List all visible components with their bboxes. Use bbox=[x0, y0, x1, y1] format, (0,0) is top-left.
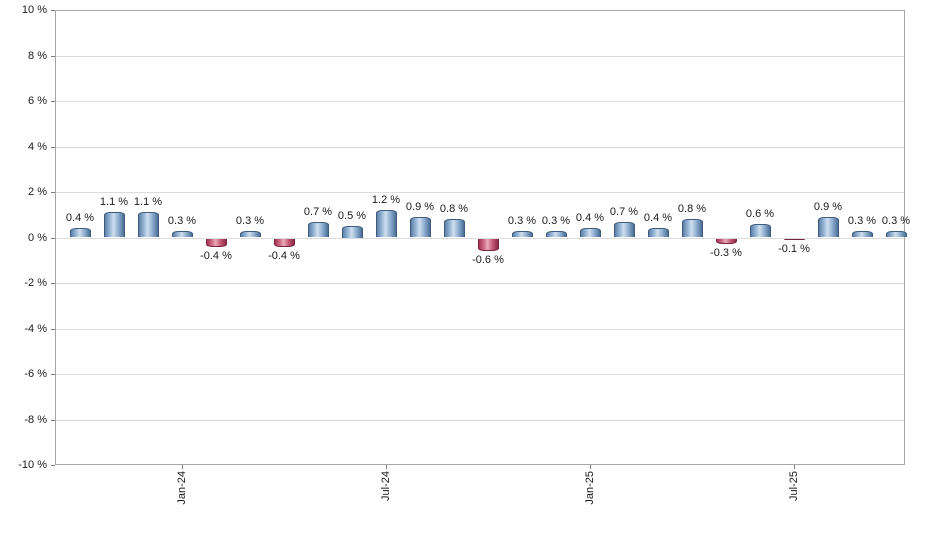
bar-value-label: 0.3 % bbox=[541, 214, 571, 227]
bar-value-label: 0.7 % bbox=[609, 205, 639, 218]
x-axis-tick bbox=[386, 465, 387, 469]
bar bbox=[205, 238, 227, 247]
bar-value-label: -0.4 % bbox=[200, 249, 232, 262]
bar bbox=[375, 210, 397, 238]
y-axis-label: -6 % bbox=[24, 368, 47, 380]
y-gridline bbox=[56, 192, 904, 193]
y-gridline bbox=[56, 420, 904, 421]
y-axis-tick bbox=[51, 56, 55, 57]
bar bbox=[103, 212, 125, 238]
y-gridline bbox=[56, 329, 904, 330]
y-gridline bbox=[56, 101, 904, 102]
bar bbox=[613, 221, 635, 238]
bar-value-label: 0.8 % bbox=[677, 203, 707, 216]
y-axis-tick bbox=[51, 101, 55, 102]
y-axis-label: 0 % bbox=[28, 232, 47, 244]
y-axis-tick bbox=[51, 238, 55, 239]
bar-value-label: 0.9 % bbox=[405, 201, 435, 214]
bar bbox=[715, 238, 737, 245]
y-axis-label: 2 % bbox=[28, 186, 47, 198]
y-gridline bbox=[56, 374, 904, 375]
bar-value-label: 0.3 % bbox=[847, 214, 877, 227]
bar-value-label: 0.3 % bbox=[167, 214, 197, 227]
y-axis-tick bbox=[51, 283, 55, 284]
y-gridline bbox=[56, 56, 904, 57]
bar-value-label: 0.8 % bbox=[439, 203, 469, 216]
bar bbox=[409, 217, 431, 238]
bar bbox=[851, 230, 873, 238]
bar bbox=[681, 219, 703, 238]
bar bbox=[545, 230, 567, 238]
bar bbox=[341, 226, 363, 238]
bar bbox=[817, 217, 839, 238]
y-axis-label: -2 % bbox=[24, 277, 47, 289]
y-axis-tick bbox=[51, 465, 55, 466]
y-axis-label: 6 % bbox=[28, 95, 47, 107]
x-axis-label: Jan-25 bbox=[584, 471, 596, 505]
bar bbox=[273, 238, 295, 247]
bar-value-label: 0.4 % bbox=[643, 212, 673, 225]
bar-value-label: 0.4 % bbox=[575, 212, 605, 225]
bar bbox=[885, 230, 907, 238]
y-axis-tick bbox=[51, 420, 55, 421]
bar-value-label: 0.3 % bbox=[235, 214, 265, 227]
bar-value-label: 1.1 % bbox=[99, 196, 129, 209]
bar-value-label: -0.3 % bbox=[710, 247, 742, 260]
bar-value-label: 0.5 % bbox=[337, 210, 367, 223]
x-axis-label: Jan-24 bbox=[176, 471, 188, 505]
bar bbox=[647, 228, 669, 238]
y-axis-tick bbox=[51, 10, 55, 11]
x-axis-tick bbox=[794, 465, 795, 469]
x-axis-label: Jul-25 bbox=[788, 471, 800, 501]
y-axis-label: -10 % bbox=[18, 459, 47, 471]
y-gridline bbox=[56, 147, 904, 148]
bar-value-label: 1.1 % bbox=[133, 196, 163, 209]
y-axis-label: 4 % bbox=[28, 141, 47, 153]
y-axis-label: -4 % bbox=[24, 323, 47, 335]
bar-value-label: -0.4 % bbox=[268, 249, 300, 262]
bar-value-label: 1.2 % bbox=[371, 194, 401, 207]
plot-area bbox=[55, 10, 905, 465]
bar bbox=[69, 228, 91, 238]
bar bbox=[783, 238, 805, 240]
bar-value-label: 0.9 % bbox=[813, 201, 843, 214]
bar bbox=[239, 230, 261, 238]
bar bbox=[477, 238, 499, 252]
y-gridline bbox=[56, 283, 904, 284]
y-axis-tick bbox=[51, 329, 55, 330]
x-axis-label: Jul-24 bbox=[380, 471, 392, 501]
y-axis-label: 10 % bbox=[21, 4, 47, 16]
bar-value-label: 0.7 % bbox=[303, 205, 333, 218]
y-axis-tick bbox=[51, 374, 55, 375]
bar bbox=[137, 212, 159, 238]
y-axis-label: -8 % bbox=[24, 414, 47, 426]
bar bbox=[579, 228, 601, 238]
y-axis-tick bbox=[51, 192, 55, 193]
bar bbox=[171, 230, 193, 238]
bar-value-label: -0.6 % bbox=[472, 254, 504, 267]
x-axis-tick bbox=[182, 465, 183, 469]
bar-value-label: 0.4 % bbox=[65, 212, 95, 225]
bar-value-label: 0.6 % bbox=[745, 207, 775, 220]
y-axis-label: 8 % bbox=[28, 50, 47, 62]
y-axis-tick bbox=[51, 147, 55, 148]
bar-value-label: -0.1 % bbox=[778, 242, 810, 255]
bar-value-label: 0.3 % bbox=[881, 214, 911, 227]
bar bbox=[443, 219, 465, 238]
bar bbox=[749, 223, 771, 238]
x-axis-tick bbox=[590, 465, 591, 469]
bar bbox=[307, 221, 329, 238]
bar-value-label: 0.3 % bbox=[507, 214, 537, 227]
bar bbox=[511, 230, 533, 238]
